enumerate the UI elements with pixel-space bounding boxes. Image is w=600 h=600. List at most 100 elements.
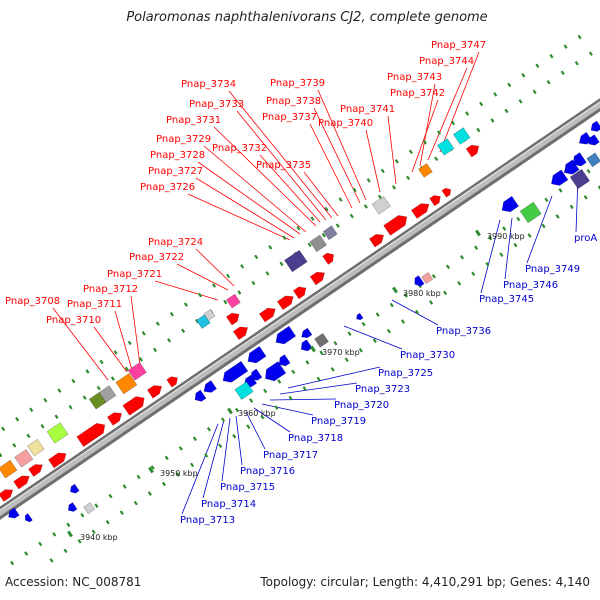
gc-dot: [358, 347, 363, 353]
reverse-leader-line: [269, 398, 337, 401]
gc-dot: [361, 321, 366, 327]
gc-dot: [181, 328, 186, 334]
reverse-gene-label: Pnap_3713: [180, 515, 235, 526]
gene-box: [127, 362, 147, 381]
gc-dot: [558, 188, 563, 193]
gc-dot: [110, 376, 115, 381]
gene-feature: [8, 507, 20, 519]
gc-dot: [147, 491, 152, 496]
gc-dot: [246, 424, 251, 429]
gc-dot: [1, 426, 6, 432]
forward-gene-label: Pnap_3722: [129, 252, 184, 263]
forward-gene-label: Pnap_3729: [156, 134, 211, 145]
gene-feature: [234, 381, 254, 400]
gene-arrow: [383, 215, 408, 236]
gene-feature: [24, 513, 33, 523]
gene-arrow: [67, 502, 78, 512]
gc-dot: [507, 82, 512, 88]
gene-feature: [436, 138, 455, 156]
tick-mark: [310, 345, 316, 353]
gene-feature: [258, 307, 276, 323]
gene-arrow: [551, 169, 569, 186]
gc-dot: [71, 378, 76, 384]
gc-dot: [406, 175, 411, 181]
gene-feature: [322, 225, 338, 241]
gc-dot: [431, 274, 436, 279]
gc-dot: [0, 452, 3, 458]
forward-leader-line: [130, 295, 141, 366]
gene-arrow: [414, 275, 425, 287]
gc-dot: [24, 551, 29, 556]
gene-feature: [309, 271, 325, 286]
gc-dot: [516, 216, 521, 222]
gene-arrow: [301, 327, 313, 339]
gc-dot: [263, 388, 268, 394]
reverse-leader-line: [181, 423, 219, 515]
forward-leader-line: [187, 193, 291, 241]
gene-arrow: [368, 234, 385, 248]
forward-gene-label: Pnap_3724: [148, 237, 203, 248]
gene-feature: [275, 325, 297, 345]
gc-dot: [445, 264, 451, 270]
gene-arrow: [572, 152, 587, 167]
forward-leader-line: [317, 89, 367, 201]
gc-dot: [232, 433, 237, 439]
tick-label: 3940 kbp: [80, 533, 118, 542]
gene-feature: [14, 448, 34, 468]
forward-leader-line: [236, 110, 327, 221]
forward-gene-label: Pnap_3734: [181, 79, 236, 90]
gene-arrow: [429, 194, 441, 207]
gene-feature: [563, 159, 580, 175]
gene-box: [519, 201, 542, 224]
gene-feature: [203, 309, 216, 321]
gc-dot: [302, 386, 307, 391]
gene-box: [371, 195, 391, 215]
gc-dot: [485, 261, 490, 267]
gc-dot: [349, 213, 354, 219]
reverse-gene-label: Pnap_3714: [201, 499, 256, 510]
gene-feature: [452, 127, 471, 145]
tick-mark: [392, 286, 398, 294]
gc-dot: [15, 417, 20, 422]
forward-leader-line: [387, 115, 397, 185]
gc-dot: [344, 357, 349, 363]
gene-arrow: [322, 252, 334, 265]
gc-dot: [206, 426, 211, 432]
gene-box: [234, 381, 254, 400]
gc-dot: [296, 225, 301, 231]
gc-dot: [12, 443, 17, 448]
tick-mark: [475, 229, 481, 237]
gene-box: [322, 225, 338, 241]
gene-arrow: [8, 507, 20, 519]
gc-dot: [544, 197, 549, 203]
forward-gene-label: Pnap_3732: [212, 143, 267, 154]
gene-feature: [194, 389, 207, 402]
gc-dot: [251, 280, 256, 286]
gc-dot: [183, 302, 188, 307]
forward-leader-line: [411, 99, 439, 173]
gene-feature: [356, 312, 364, 321]
gene-feature: [501, 195, 520, 213]
gene-feature: [590, 120, 600, 132]
gene-feature: [519, 201, 542, 224]
gc-dot: [96, 385, 101, 391]
gc-dot: [99, 359, 104, 365]
gene-feature: [276, 295, 294, 311]
gene-box: [98, 385, 117, 403]
gene-arrow: [563, 159, 580, 175]
gc-dot: [155, 321, 160, 327]
gc-dot: [443, 290, 448, 296]
gc-dot: [310, 216, 315, 221]
gene-feature: [46, 422, 69, 444]
gc-dot: [29, 407, 34, 413]
gc-dot: [240, 264, 245, 269]
gene-feature: [70, 483, 80, 494]
gc-dot: [305, 360, 310, 365]
tick-mark: [67, 530, 73, 538]
gc-dot: [499, 252, 504, 257]
genome-summary-text: Topology: circular; Length: 4,410,291 bp…: [259, 575, 590, 589]
gene-feature: [115, 372, 138, 395]
gc-dot: [471, 271, 476, 277]
gc-dot: [319, 350, 324, 356]
